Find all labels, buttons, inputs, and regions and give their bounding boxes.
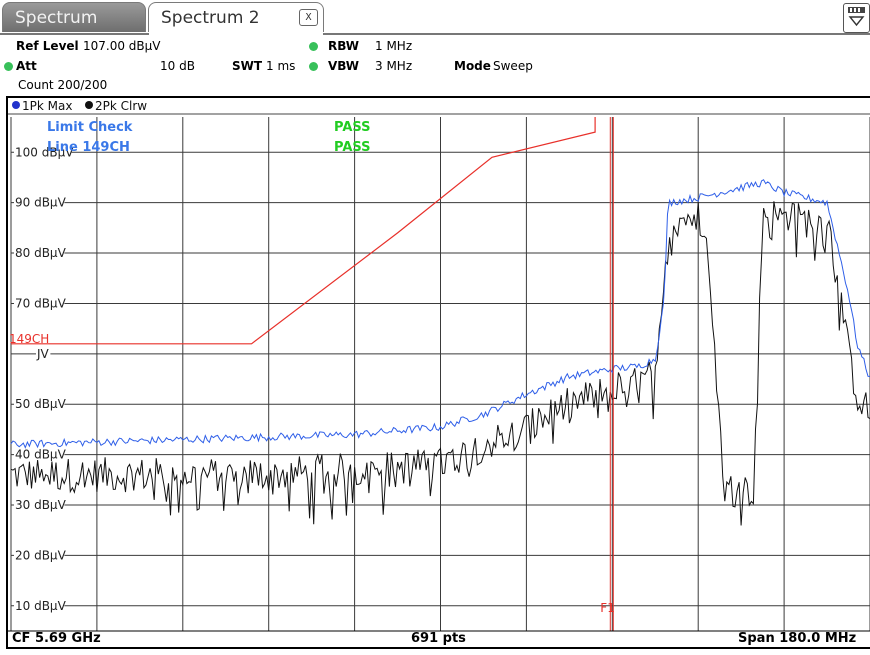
- y-tick-label: JV: [36, 347, 50, 361]
- trace-2pk-clrw: [10, 201, 870, 526]
- grid: [10, 117, 870, 631]
- limit-status-pass: PASS: [334, 120, 371, 135]
- y-tick-label: 30 dBµV: [15, 498, 67, 512]
- center-frequency: CF 5.69 GHz: [12, 631, 101, 646]
- y-tick-label: 100 dBµV: [15, 145, 74, 159]
- rbw-value: 1 MHz: [375, 39, 413, 53]
- settings-panel: Ref Level 107.00 dBµV RBW 1 MHz Att 10 d…: [0, 36, 870, 96]
- y-tick-label: 40 dBµV: [15, 448, 67, 462]
- marker-f1-label: F1: [600, 601, 615, 615]
- rbw-label: RBW: [328, 39, 359, 53]
- ref-level-value: 107.00 dBµV: [83, 39, 161, 53]
- trace-1-legend-label: 1Pk Max: [22, 99, 72, 113]
- point-count: 691 pts: [411, 631, 466, 646]
- y-tick-label: 10 dBµV: [15, 599, 67, 613]
- tick-label-bg: [14, 296, 65, 311]
- mode-label: Mode: [454, 59, 491, 73]
- tick-label-bg: [14, 447, 65, 462]
- trace-1pk-max: [10, 179, 870, 449]
- sweep-count: Count 200/200: [18, 78, 108, 92]
- att-status-dot: [4, 62, 13, 71]
- tick-label-bg: [14, 246, 65, 261]
- vbw-status-dot: [309, 62, 318, 71]
- swt-value: 1 ms: [266, 59, 296, 73]
- swt-label: SWT: [232, 59, 263, 73]
- spectrum-plot-frame: [6, 96, 870, 649]
- tick-label-bg: [36, 346, 51, 361]
- tab-spectrum-label: Spectrum: [15, 8, 98, 28]
- ref-level-label: Ref Level: [16, 39, 79, 53]
- limit-line-tag: 149CH: [9, 332, 49, 346]
- tick-label-bg: [14, 498, 65, 513]
- tab-bar: Spectrum Spectrum 2 X: [0, 0, 870, 36]
- footer-bar: CF 5.69 GHz 691 pts Span 180.0 MHz: [8, 631, 870, 649]
- att-value: 10 dB: [160, 59, 195, 73]
- limit-line-149ch: [11, 117, 596, 345]
- tab-spectrum[interactable]: Spectrum: [2, 2, 146, 32]
- tick-label-bg: [14, 397, 65, 412]
- limit-check-label: Limit Check: [47, 120, 133, 135]
- trace-1-legend-dot: [12, 101, 20, 109]
- trace-2-legend-label: 2Pk Clrw: [95, 99, 147, 113]
- y-tick-label: 80 dBµV: [15, 246, 67, 260]
- tick-label-bg: [14, 598, 65, 613]
- rbw-status-dot: [309, 42, 318, 51]
- limit-line-name: Line 149CH: [47, 140, 130, 155]
- tab-spectrum-2[interactable]: Spectrum 2 X: [148, 2, 324, 32]
- trace-2-legend-dot: [85, 101, 93, 109]
- vbw-label: VBW: [328, 59, 360, 73]
- tick-label-bg: [14, 145, 72, 160]
- tick-label-bg: [14, 195, 65, 210]
- line-status-pass: PASS: [334, 140, 371, 155]
- y-tick-label: 50 dBµV: [15, 397, 67, 411]
- tick-label-bg: [14, 548, 65, 563]
- att-label: Att: [16, 59, 37, 73]
- close-tab-button[interactable]: X: [299, 9, 318, 26]
- tab-spectrum-2-label: Spectrum 2: [161, 8, 260, 28]
- y-tick-label: 20 dBµV: [15, 548, 67, 562]
- tab-divider: [0, 33, 870, 35]
- y-tick-label: 90 dBµV: [15, 196, 67, 210]
- span-value: Span 180.0 MHz: [738, 631, 857, 646]
- mode-value: Sweep: [493, 59, 533, 73]
- vbw-value: 3 MHz: [375, 59, 413, 73]
- y-tick-label: 70 dBµV: [15, 296, 67, 310]
